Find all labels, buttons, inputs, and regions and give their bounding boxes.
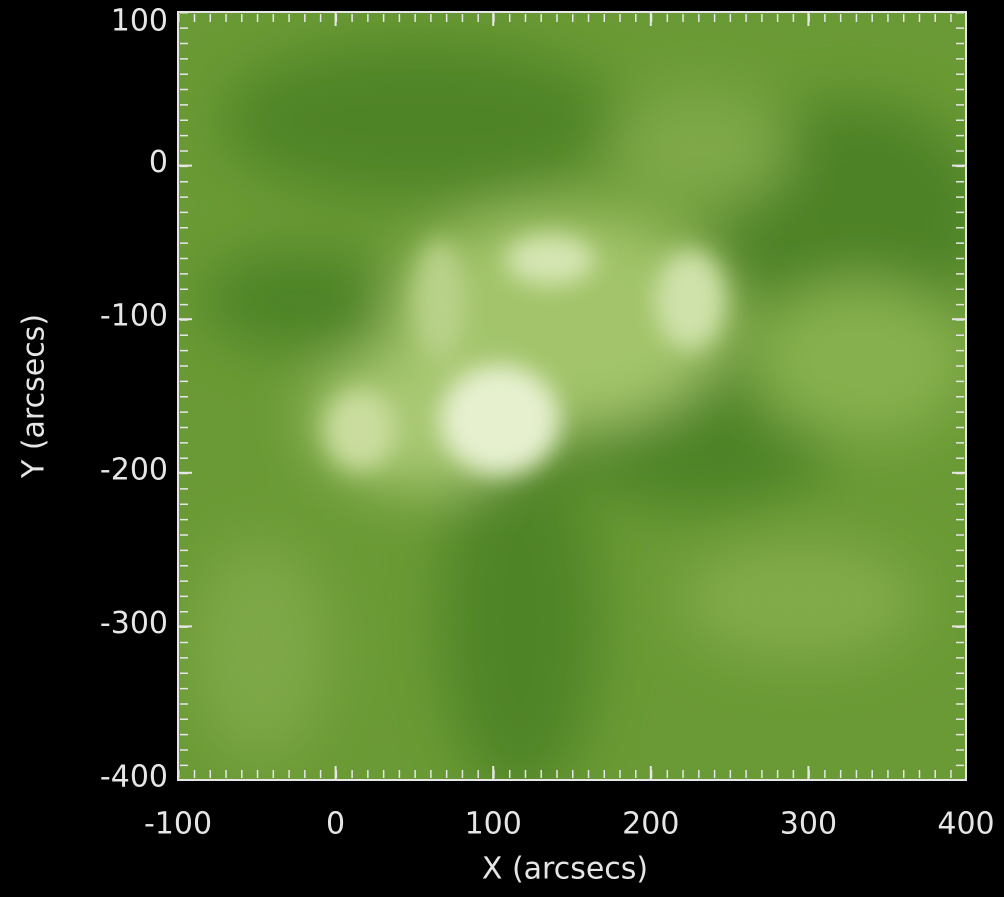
chart: X (arcsecs) Y (arcsecs) -100 0 100 200 300 40… bbox=[0, 0, 1004, 897]
y-tick-label: 0 bbox=[149, 145, 168, 180]
x-tick-label: 300 bbox=[780, 807, 837, 842]
solar-image bbox=[178, 12, 990, 800]
x-tick-label: -100 bbox=[144, 807, 212, 842]
y-axis-title: Y (arcsecs) bbox=[17, 314, 52, 479]
x-axis-title: X (arcsecs) bbox=[482, 852, 648, 887]
y-tick-label: -300 bbox=[100, 606, 168, 641]
x-tick-label: 200 bbox=[622, 807, 679, 842]
y-tick-label: -400 bbox=[100, 760, 168, 795]
page: {"chart_data": {"type": "image", "x_labe… bbox=[0, 0, 1004, 897]
x-tick-label: 400 bbox=[937, 807, 994, 842]
x-tick-label: 0 bbox=[326, 807, 345, 842]
x-tick-label: 100 bbox=[465, 807, 522, 842]
y-tick-label: 100 bbox=[111, 4, 168, 39]
y-tick-label: -100 bbox=[100, 299, 168, 334]
y-tick-label: -200 bbox=[100, 452, 168, 487]
